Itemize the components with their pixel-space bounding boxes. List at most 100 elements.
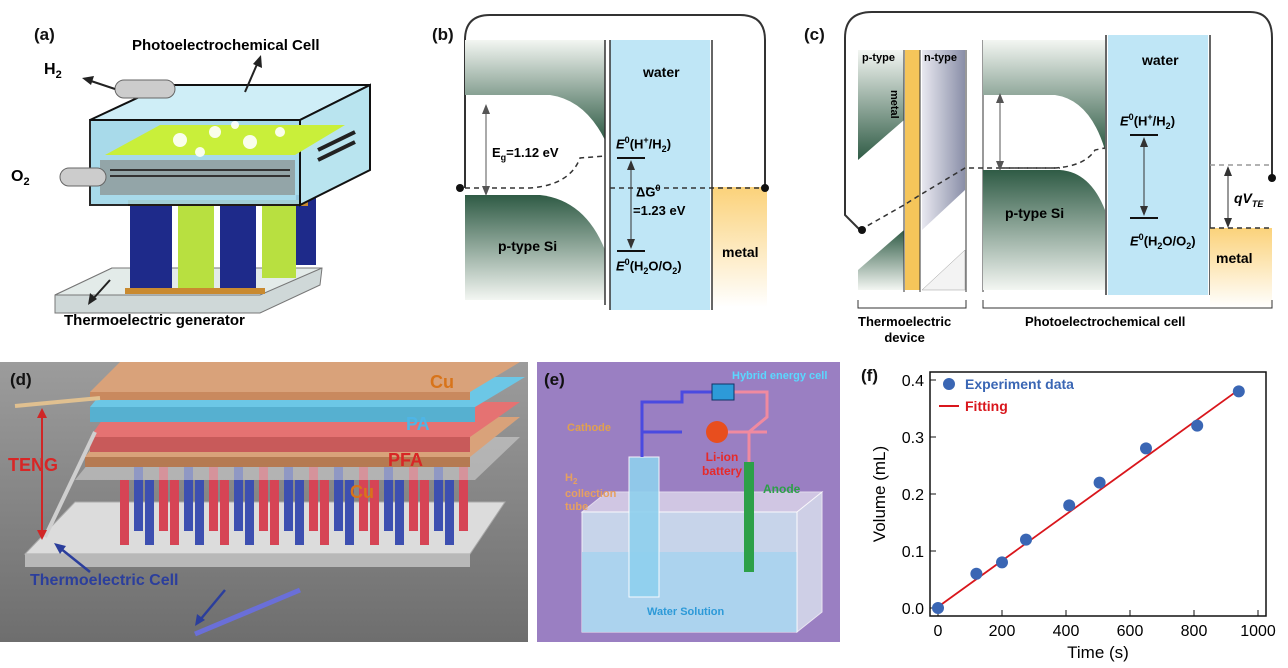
thermoelectric-leg (334, 466, 343, 531)
pec-cell-label-c: Photoelectrochemical cell (1025, 314, 1186, 329)
thermoelectric-leg (159, 466, 168, 531)
thermoelectric-leg (395, 480, 404, 545)
panel-c-label: (c) (804, 25, 825, 44)
o2-label: O2 (11, 168, 30, 189)
water-label: water (643, 64, 680, 80)
x-axis-label: Time (s) (1067, 643, 1129, 662)
water-solution-label: Water Solution (647, 606, 725, 618)
anode-label: Anode (763, 482, 801, 496)
y-tick-label: 0.4 (902, 373, 924, 390)
thermoelectric-leg (459, 466, 468, 531)
panel-d-label: (d) (10, 370, 32, 389)
cu-bottom-label: Cu (350, 482, 374, 502)
band-diagram-b (456, 14, 769, 310)
panel-c: (c) (800, 0, 1288, 350)
legend-marker-experiment (943, 378, 955, 390)
thermoelectric-leg (245, 480, 254, 545)
thermoelectric-leg (420, 480, 429, 545)
data-point (970, 567, 983, 580)
thermoelectric-leg (234, 466, 243, 531)
oxygen-potential-label-c: E0(H2O/O2) (1130, 232, 1196, 251)
thermoelectric-leg (359, 466, 368, 531)
h2-label: H2 (44, 61, 62, 82)
thermoelectric-leg (320, 480, 329, 545)
panel-d: (d) Cu PA PFA Cu TENG Thermoelectric Cel… (0, 362, 528, 642)
y-tick-label: 0.0 (902, 601, 924, 618)
x-tick-label: 400 (1053, 623, 1080, 640)
y-tick-label: 0.3 (902, 430, 924, 447)
cathode-label: Cathode (567, 422, 611, 434)
data-point (1232, 385, 1245, 398)
thermoelectric-leg (409, 466, 418, 531)
metal-label: metal (722, 244, 759, 260)
te-cell-label: Thermoelectric Cell (30, 572, 179, 589)
data-point (1191, 419, 1204, 432)
thermoelectric-leg (445, 480, 454, 545)
legend-label-fitting: Fitting (965, 398, 1008, 414)
thermoelectric-leg (384, 466, 393, 531)
thermoelectric-leg (170, 480, 179, 545)
y-tick-label: 0.1 (902, 544, 924, 561)
thermoelectric-leg (309, 466, 318, 531)
n-type-label: n-type (924, 52, 957, 64)
y-axis-label: Volume (mL) (870, 446, 889, 542)
thermoelectric-leg (345, 480, 354, 545)
x-tick-label: 1000 (1240, 623, 1276, 640)
x-tick-label: 200 (989, 623, 1016, 640)
te-leg (130, 205, 172, 293)
hybrid-cell-illustration (537, 362, 840, 642)
band-diagram-c (844, 11, 1276, 309)
thermoelectric-leg (145, 480, 154, 545)
panel-e: (e) Hybrid energy cell Cathode Li-ion bat… (537, 362, 840, 642)
p-type-si-label: p-type Si (498, 238, 558, 254)
hydrogen-potential-label-c: E0(H+/H2) (1120, 112, 1176, 131)
volume-time-chart: 0 200 400 600 800 1000 0.0 0.1 0.2 0.3 0.4 Experim… (870, 371, 1276, 662)
panel-a-label: (a) (34, 25, 55, 44)
x-tick-label: 600 (1117, 623, 1144, 640)
y-tick-label: 0.2 (902, 487, 924, 504)
teng-label: TENG (8, 455, 59, 475)
data-point (932, 602, 944, 614)
thermo-voltage-label: qVTE (1234, 190, 1264, 209)
fit-line (937, 387, 1241, 608)
metal-vertical-label: metal (888, 90, 900, 119)
thermoelectric-leg (259, 466, 268, 531)
thermoelectric-leg (184, 466, 193, 531)
oxygen-potential-label: E0(H2O/O2) (616, 257, 682, 276)
te-leg (178, 205, 214, 293)
te-leg (262, 200, 296, 278)
thermoelectric-leg (284, 466, 293, 531)
metal-label-c: metal (1216, 250, 1253, 266)
water-label-c: water (1142, 52, 1179, 68)
thermoelectric-leg (120, 480, 129, 545)
thermoelectric-leg (134, 466, 143, 531)
panel-f: (f) 0 200 400 600 800 1000 0.0 0.1 0.2 0.3 0.4 Exp… (845, 362, 1288, 663)
thermoelectric-leg (295, 480, 304, 545)
thermoelectric-leg (195, 480, 204, 545)
te-leg (220, 205, 256, 293)
bandgap-label: Eg=1.12 eV (492, 145, 559, 163)
teng-thermoelectric-illustration (0, 362, 528, 642)
li-ion-label: Li-ion battery (702, 450, 743, 478)
x-tick-label: 800 (1181, 623, 1208, 640)
panel-a: (a) Pho (0, 0, 420, 345)
thermoelectric-leg (434, 466, 443, 531)
gibbs-energy-label: ΔG0 (636, 183, 661, 200)
pec-thermoelectric-illustration (54, 55, 371, 314)
hybrid-energy-label: Hybrid energy cell (732, 370, 828, 382)
thermoelectric-pillars (120, 466, 468, 545)
h2-collection-label: H2 collection tube (565, 472, 617, 514)
thermoelectric-leg (220, 480, 229, 545)
panel-f-label: (f) (861, 366, 878, 385)
te-leg (296, 195, 316, 265)
gibbs-energy-value: =1.23 eV (633, 203, 686, 218)
panel-b: (b) water Eg=1.12 eV E0(H+/H2) ΔG0 =1.23… (420, 0, 800, 345)
legend-label-experiment: Experiment data (965, 376, 1074, 392)
data-point (1093, 476, 1106, 489)
pec-cell-label: Photoelectrochemical Cell (132, 37, 320, 54)
te-generator-label: Thermoelectric generator (64, 312, 245, 329)
thermoelectric-leg (209, 466, 218, 531)
hydrogen-potential-label: E0(H+/H2) (616, 135, 672, 154)
p-type-label: p-type (862, 52, 895, 64)
panel-b-label: (b) (432, 25, 454, 44)
